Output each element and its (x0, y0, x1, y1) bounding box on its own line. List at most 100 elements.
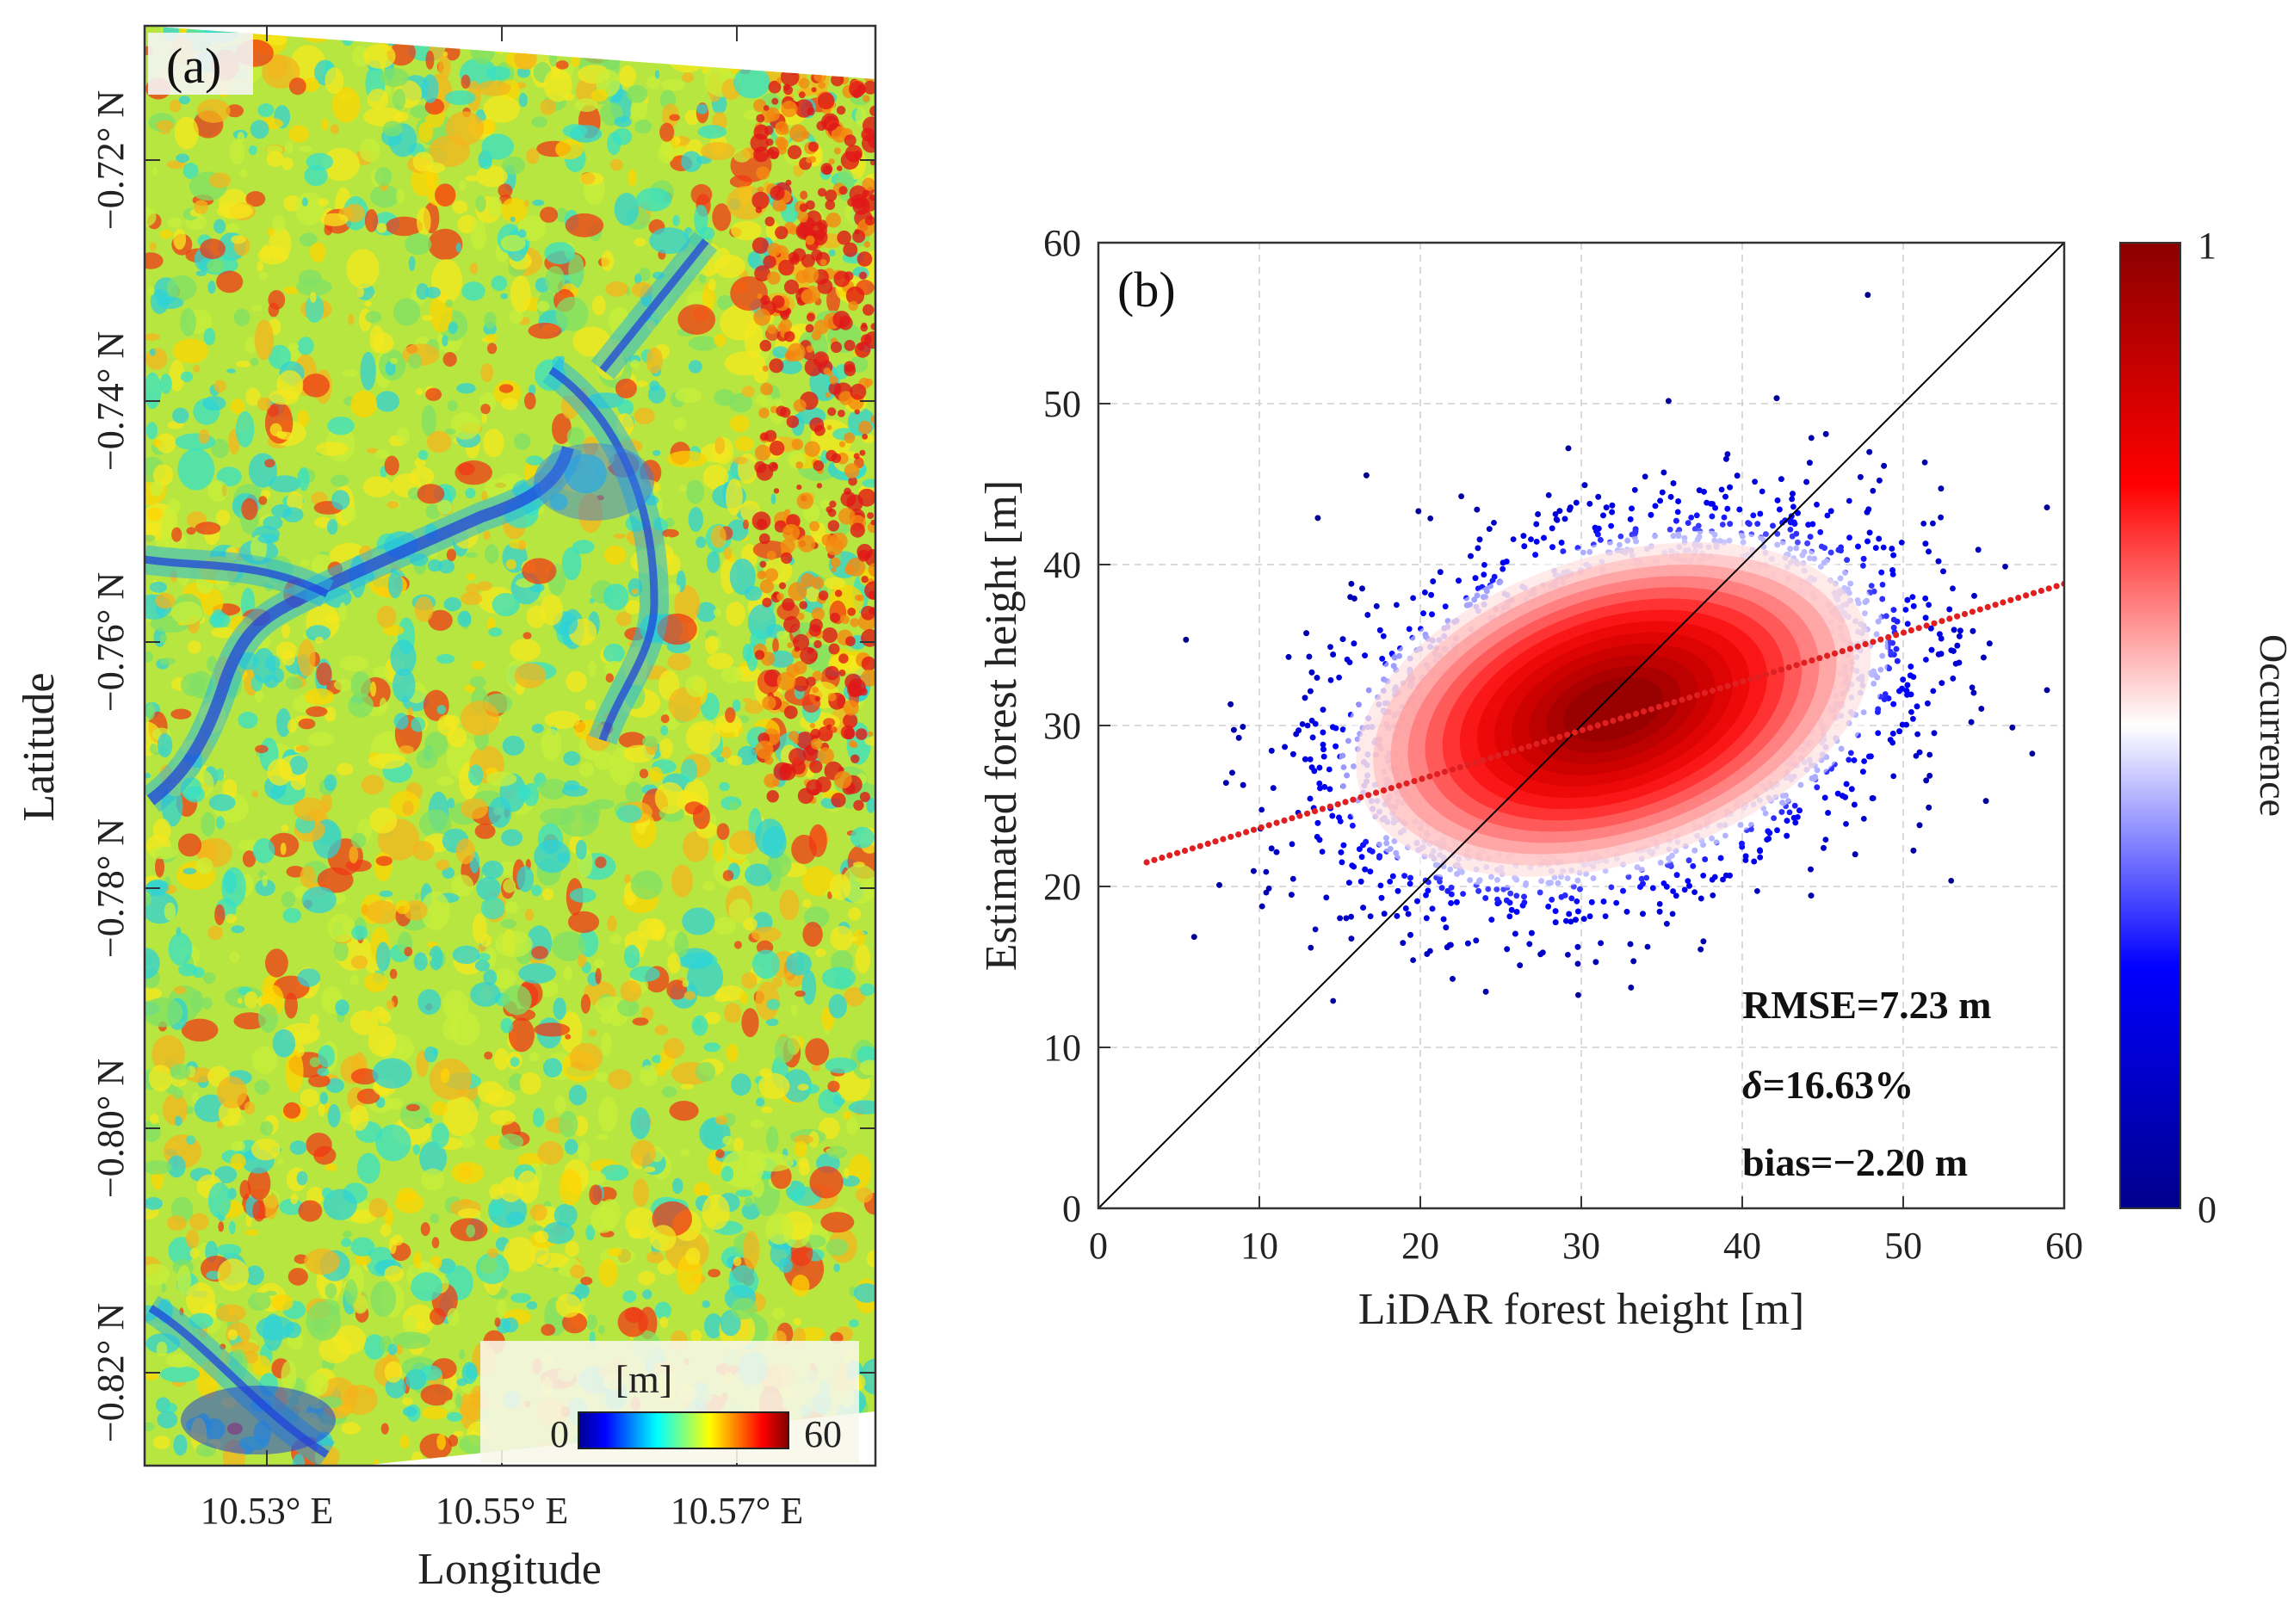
map-xlabel: Longitude (417, 1545, 602, 1594)
map-texture-patch (828, 643, 840, 655)
map-texture-patch (849, 185, 868, 204)
map-texture-patch (856, 49, 874, 65)
map-texture-patch (861, 576, 869, 584)
map-texture-patch (350, 671, 372, 699)
map-texture-patch (540, 99, 557, 115)
map-texture-patch (488, 627, 503, 637)
map-texture-patch (325, 67, 344, 95)
map-texture-patch (498, 1133, 524, 1150)
scatter-point (1893, 645, 1900, 652)
map-texture-patch (458, 462, 475, 476)
map-texture-patch (215, 509, 231, 526)
map-texture-patch (437, 559, 455, 574)
map-texture-patch (541, 728, 562, 762)
map-texture-patch (479, 1257, 497, 1275)
map-texture-patch (380, 1423, 389, 1435)
map-texture-patch (858, 420, 872, 435)
scatter-point (1814, 784, 1821, 791)
scatter-point (1764, 837, 1771, 843)
map-texture-patch (287, 491, 303, 512)
scatter-point (1289, 892, 1295, 898)
map-texture-patch (561, 785, 588, 797)
map-texture-patch (531, 885, 542, 897)
map-texture-patch (375, 391, 400, 412)
map-texture-patch (442, 352, 457, 367)
map-texture-patch (393, 668, 416, 702)
map-texture-patch (668, 26, 695, 41)
map-texture-patch (623, 944, 640, 969)
map-texture-patch (476, 80, 511, 96)
map-texture-patch (773, 762, 792, 781)
scatter-point (1320, 741, 1326, 748)
scatter-point (1774, 497, 1781, 503)
scatter-point (1907, 672, 1914, 679)
map-texture-patch (258, 1003, 278, 1033)
map-texture-patch (696, 536, 707, 548)
scatter-point (1669, 911, 1676, 917)
map-texture-patch (640, 1006, 654, 1022)
map-texture-patch (216, 816, 225, 830)
scatter-point (1898, 540, 1905, 546)
map-texture-patch (470, 34, 496, 65)
map-texture-patch (541, 1324, 556, 1337)
map-texture-patch (813, 460, 825, 472)
map-texture-patch (614, 116, 632, 128)
map-texture-patch (195, 857, 213, 874)
scatter-point (1846, 756, 1852, 763)
map-texture-patch (286, 866, 305, 878)
map-texture-patch (816, 483, 823, 489)
map-texture-patch (764, 429, 777, 442)
scatter-point (1968, 719, 1975, 726)
map-texture-patch (258, 496, 268, 505)
scatter-point (1701, 489, 1707, 495)
map-texture-patch (854, 342, 871, 358)
scatter-point (1423, 915, 1430, 922)
map-texture-patch (827, 407, 837, 417)
map-texture-patch (524, 909, 535, 922)
scatter-point (1481, 571, 1487, 578)
map-texture-patch (786, 415, 800, 429)
scatter-point (1456, 577, 1462, 584)
map-texture-patch (159, 229, 173, 239)
map-texture-patch (858, 271, 868, 280)
map-colorbar-unit: [m] (615, 1357, 672, 1401)
scatter-point (1900, 676, 1907, 682)
scatter-point (1930, 520, 1936, 527)
map-texture-patch (461, 74, 471, 90)
scatter-point (1338, 849, 1345, 855)
map-texture-patch (578, 1141, 591, 1164)
map-texture-patch (428, 609, 453, 631)
map-texture-patch (341, 1238, 352, 1248)
map-texture-patch (651, 925, 665, 942)
map-texture-patch (548, 52, 558, 67)
map-texture-patch (529, 1204, 547, 1221)
scatter-point (1442, 603, 1449, 610)
map-texture-patch (838, 669, 846, 676)
map-texture-patch (341, 1422, 362, 1435)
map-texture-patch (690, 183, 713, 206)
map-texture-patch (466, 573, 476, 581)
map-texture-patch (387, 1343, 398, 1355)
map-texture-patch (714, 436, 726, 454)
map-texture-patch (561, 546, 582, 581)
scatter-point (1308, 944, 1314, 951)
map-texture-patch (563, 966, 573, 981)
map-texture-patch (145, 252, 164, 269)
scatter-point (1843, 781, 1850, 787)
scatter-point (1899, 721, 1906, 728)
scatter-point (1803, 479, 1810, 485)
scatter-point (1931, 730, 1938, 737)
map-lon-tick-label: 10.55° E (436, 1490, 568, 1532)
map-texture-patch (424, 1117, 433, 1124)
map-texture-patch (768, 461, 779, 472)
scatter-point (1420, 610, 1426, 616)
scatter-point (1789, 496, 1796, 503)
map-texture-patch (493, 967, 516, 989)
map-texture-patch (503, 879, 516, 893)
map-texture-patch (559, 1169, 583, 1206)
map-texture-patch (793, 1318, 801, 1326)
map-texture-patch (788, 731, 799, 742)
map-texture-patch (474, 823, 496, 839)
scatter-point (1303, 630, 1309, 637)
map-texture-patch (251, 1046, 278, 1074)
